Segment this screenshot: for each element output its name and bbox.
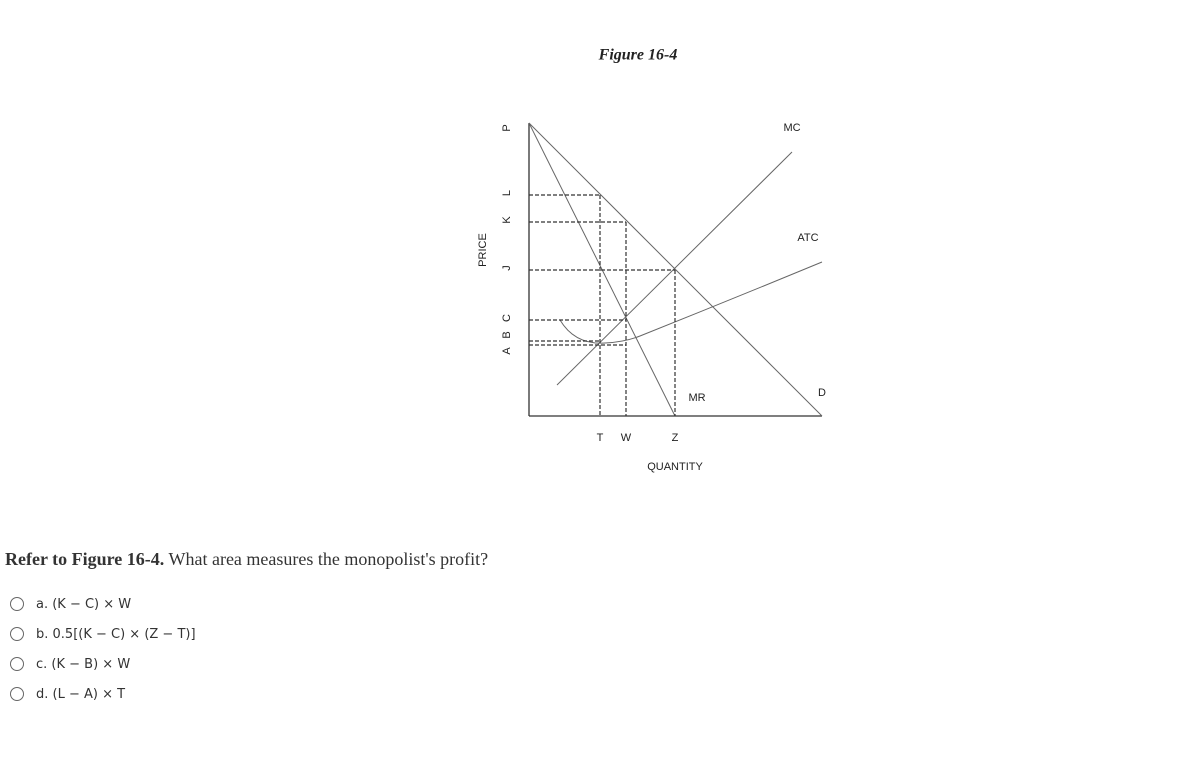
- curve-label: ATC: [797, 232, 818, 244]
- quantity-label: W: [621, 432, 632, 444]
- price-label: B: [501, 331, 513, 338]
- y-axis-label: PRICE: [477, 233, 489, 267]
- figure-title: Figure 16-4: [598, 47, 678, 64]
- price-label: A: [501, 347, 513, 355]
- option-text: a. (K − C) × W: [36, 596, 132, 612]
- figure: Figure 16-4 P L K J C B A PRICE QUANTITY T W Z…: [477, 47, 826, 473]
- mc-curve: [556, 151, 793, 386]
- option[interactable]: d. (L − A) × T: [10, 679, 196, 709]
- option[interactable]: c. (K − B) × W: [10, 649, 196, 679]
- question-text: What area measures the monopolist's prof…: [168, 549, 489, 569]
- price-label: J: [501, 265, 513, 271]
- question: Refer to Figure 16-4. What area measures…: [5, 549, 488, 570]
- price-label: P: [501, 124, 513, 131]
- curve-label: MC: [783, 122, 800, 134]
- curve-label: D: [818, 387, 826, 399]
- option[interactable]: b. 0.5[(K − C) × (Z − T)]: [10, 619, 196, 649]
- option-text: c. (K − B) × W: [36, 656, 131, 672]
- dashed-guides: [529, 194, 676, 416]
- radio-button[interactable]: [10, 687, 24, 701]
- option-text: d. (L − A) × T: [36, 686, 126, 702]
- demand-curve: [528, 122, 823, 417]
- question-lead: Refer to Figure 16-4.: [5, 549, 165, 569]
- atc-curve: [559, 261, 823, 344]
- price-label: C: [501, 314, 513, 322]
- price-label: K: [501, 216, 513, 224]
- quantity-label: Z: [672, 432, 679, 444]
- option[interactable]: a. (K − C) × W: [10, 589, 196, 619]
- option-text: b. 0.5[(K − C) × (Z − T)]: [36, 626, 196, 642]
- options: a. (K − C) × W b. 0.5[(K − C) × (Z − T)] c…: [10, 589, 196, 709]
- price-label: L: [501, 190, 513, 196]
- radio-button[interactable]: [10, 627, 24, 641]
- x-axis-label: QUANTITY: [647, 461, 703, 473]
- radio-button[interactable]: [10, 597, 24, 611]
- radio-button[interactable]: [10, 657, 24, 671]
- quantity-label: T: [597, 432, 604, 444]
- curve-label: MR: [688, 392, 705, 404]
